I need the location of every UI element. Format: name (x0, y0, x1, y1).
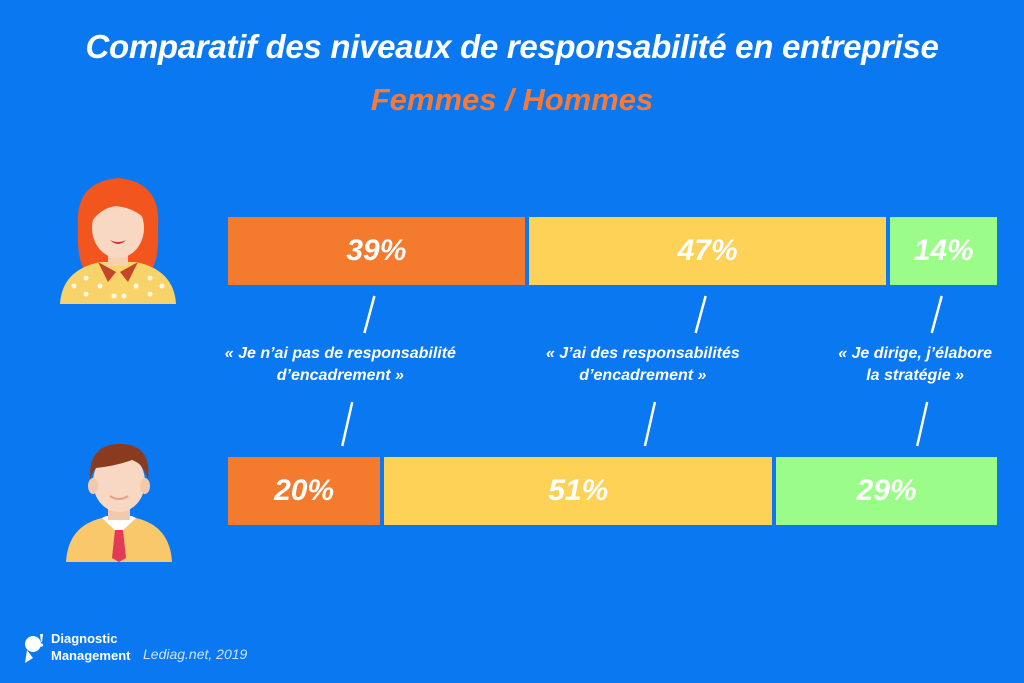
label-encadrement-line: d’encadrement » (579, 367, 707, 384)
chart-subtitle: Femmes / Hommes (370, 82, 654, 117)
label-direction-line: « Je dirige, j’élabore (838, 345, 993, 362)
bar-row-hommes: 20% 51% 29% (228, 457, 997, 525)
footer-brand: Diagnostic Management (51, 630, 130, 664)
label-sans-encadrement-line: « Je n’ai pas de responsabilité (224, 345, 456, 362)
diag-logo-icon (25, 634, 44, 663)
label-direction: « Je dirige, j’élabore la stratégie » (838, 343, 992, 387)
segment-direction-femmes: 14% (890, 217, 997, 285)
bar-row-femmes: 39% 47% 14% (228, 217, 997, 285)
segment-sans-encadrement-hommes: 20% (228, 457, 381, 525)
segment-sans-encadrement-femmes: 39% (228, 217, 525, 285)
connector-top-label-direction (930, 295, 943, 334)
label-encadrement-line: « J’ai des responsabilités (545, 345, 740, 362)
label-sans-encadrement-line: d’encadrement » (276, 367, 404, 384)
connector-bottom-label-direction (915, 401, 929, 447)
label-sans-encadrement: « Je n’ai pas de responsabilité d’encadre… (225, 343, 456, 387)
brand-line-1: Diagnostic (51, 631, 118, 646)
brand-line-2: Management (51, 648, 131, 663)
man-avatar-icon (66, 444, 172, 562)
footer-source: Lediag.net, 2019 (143, 646, 248, 662)
label-encadrement: « J’ai des responsabilités d’encadrement … (546, 343, 740, 387)
connector-top-label-sans-encadrement (363, 295, 376, 334)
connector-bottom-label-sans-encadrement (341, 401, 354, 447)
connector-bottom-label-encadrement (643, 401, 657, 447)
woman-avatar-icon (60, 178, 176, 304)
segment-direction-hommes: 29% (776, 457, 997, 525)
label-direction-line: la stratégie » (866, 367, 965, 384)
chart-title: Comparatif des niveaux de responsabilité… (85, 28, 939, 65)
connector-top-label-encadrement (694, 295, 707, 334)
segment-encadrement-femmes: 47% (528, 217, 887, 285)
segment-encadrement-hommes: 51% (384, 457, 773, 525)
